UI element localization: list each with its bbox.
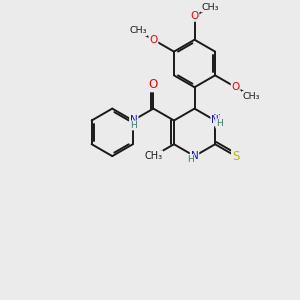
Text: S: S xyxy=(232,150,239,163)
Text: N: N xyxy=(130,116,138,125)
Text: H: H xyxy=(130,121,137,130)
Text: O: O xyxy=(232,82,240,92)
Text: CH₃: CH₃ xyxy=(144,151,163,161)
Text: N: N xyxy=(213,113,221,124)
Text: CH₃: CH₃ xyxy=(242,92,260,100)
Text: H: H xyxy=(187,154,194,164)
Text: N: N xyxy=(213,113,221,124)
Text: CH₃: CH₃ xyxy=(201,3,219,12)
Text: N: N xyxy=(191,151,198,161)
Text: H: H xyxy=(216,119,222,128)
Text: O: O xyxy=(190,11,199,21)
Text: N: N xyxy=(211,116,219,125)
Text: CH₃: CH₃ xyxy=(129,26,147,35)
Text: O: O xyxy=(149,78,158,92)
Text: O: O xyxy=(149,35,158,45)
